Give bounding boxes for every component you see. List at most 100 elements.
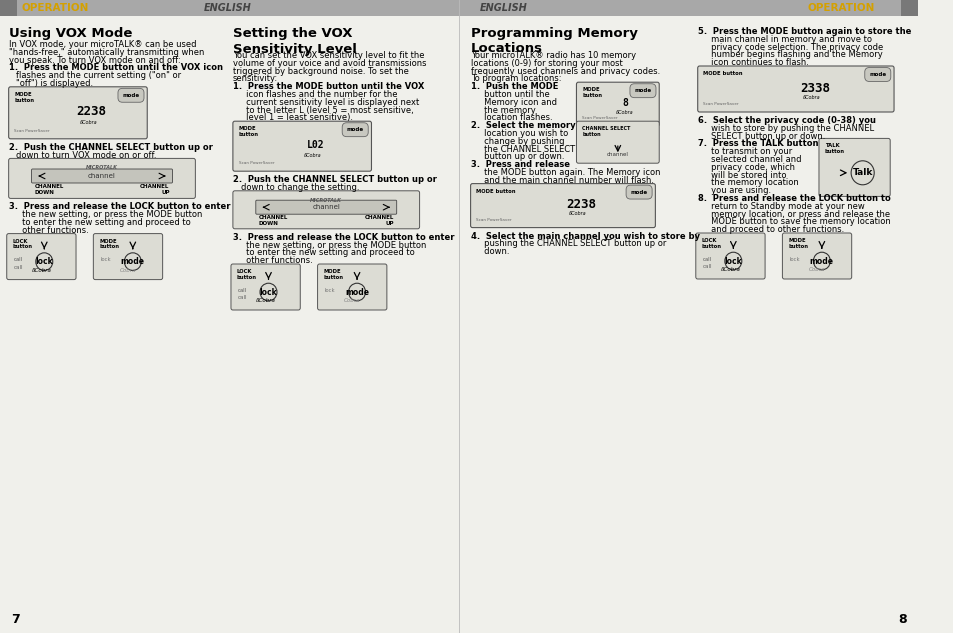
Text: location you wish to: location you wish to xyxy=(470,129,567,138)
Text: down to turn VOX mode on or off.: down to turn VOX mode on or off. xyxy=(16,151,156,160)
Text: LOCK
button: LOCK button xyxy=(700,238,720,249)
Text: wish to store by pushing the CHANNEL: wish to store by pushing the CHANNEL xyxy=(697,124,873,133)
FancyBboxPatch shape xyxy=(781,233,851,279)
Text: mode: mode xyxy=(345,287,369,296)
FancyBboxPatch shape xyxy=(818,139,889,196)
Text: MODE
button: MODE button xyxy=(787,238,807,249)
Text: level 1 = least sensitive).: level 1 = least sensitive). xyxy=(233,113,353,122)
Text: current sensitivity level is displayed next: current sensitivity level is displayed n… xyxy=(233,98,418,107)
Text: ßCobra: ßCobra xyxy=(304,153,321,158)
Text: CHANNEL
DOWN: CHANNEL DOWN xyxy=(258,215,288,226)
Text: 2238: 2238 xyxy=(565,198,596,211)
Text: CHANNEL
DOWN: CHANNEL DOWN xyxy=(34,184,64,195)
Text: MODE
button: MODE button xyxy=(581,87,601,98)
Text: memory location, or press and release the: memory location, or press and release th… xyxy=(697,210,889,218)
Text: MODE
button: MODE button xyxy=(323,269,343,280)
Text: 2338: 2338 xyxy=(800,82,829,95)
Text: ßCobra: ßCobra xyxy=(31,268,51,273)
Text: ßCobra: ßCobra xyxy=(615,110,632,115)
Text: down.: down. xyxy=(470,248,509,256)
Text: mode: mode xyxy=(868,72,885,77)
Text: frequently used channels and privacy codes.: frequently used channels and privacy cod… xyxy=(470,66,659,75)
Text: channel: channel xyxy=(312,204,340,210)
Text: 4.  Select the main channel you wish to store by: 4. Select the main channel you wish to s… xyxy=(470,232,699,241)
Text: you speak. To turn VOX mode on and off:: you speak. To turn VOX mode on and off: xyxy=(9,56,180,65)
Text: Scan PowerSaver: Scan PowerSaver xyxy=(581,116,618,120)
FancyBboxPatch shape xyxy=(695,233,764,279)
Text: CHANNEL
UP: CHANNEL UP xyxy=(364,215,394,226)
Text: lock: lock xyxy=(100,257,111,262)
Text: the memory: the memory xyxy=(470,106,535,115)
Text: mode: mode xyxy=(634,88,651,93)
Text: CHANNEL SELECT
button: CHANNEL SELECT button xyxy=(581,126,630,137)
Text: Memory icon and: Memory icon and xyxy=(470,98,556,107)
FancyBboxPatch shape xyxy=(233,121,371,171)
Text: MODE
button: MODE button xyxy=(14,92,34,103)
Text: 8: 8 xyxy=(897,613,905,626)
FancyBboxPatch shape xyxy=(576,82,659,126)
Text: change by pushing: change by pushing xyxy=(470,137,563,146)
Text: to the letter L (level 5 = most sensitive,: to the letter L (level 5 = most sensitiv… xyxy=(233,106,414,115)
Text: mode: mode xyxy=(346,127,363,132)
Text: Cobra: Cobra xyxy=(344,298,360,303)
Text: lock: lock xyxy=(259,287,277,296)
Text: call: call xyxy=(701,256,711,261)
Text: number begins flashing and the Memory: number begins flashing and the Memory xyxy=(697,51,882,60)
Text: and proceed to other functions.: and proceed to other functions. xyxy=(697,225,843,234)
Text: 5.  Press the MODE button again to store the: 5. Press the MODE button again to store … xyxy=(697,27,910,36)
FancyBboxPatch shape xyxy=(576,121,659,163)
Text: 1.  Press the MODE button until the VOX icon: 1. Press the MODE button until the VOX i… xyxy=(9,63,222,72)
Text: the memory location: the memory location xyxy=(697,179,798,187)
Text: ßCobra: ßCobra xyxy=(801,95,820,100)
Text: down to change the setting.: down to change the setting. xyxy=(240,183,358,192)
Text: 3.  Press and release: 3. Press and release xyxy=(470,160,569,169)
FancyBboxPatch shape xyxy=(31,169,172,183)
Text: 8: 8 xyxy=(622,98,628,108)
Text: to transmit on your: to transmit on your xyxy=(697,147,791,156)
Text: the new setting, or press the MODE button: the new setting, or press the MODE butto… xyxy=(9,210,202,219)
Text: the MODE button again. The Memory icon: the MODE button again. The Memory icon xyxy=(470,168,659,177)
FancyBboxPatch shape xyxy=(255,200,396,214)
FancyBboxPatch shape xyxy=(233,191,419,229)
Text: 6.  Select the privacy code (0-38) you: 6. Select the privacy code (0-38) you xyxy=(697,116,875,125)
Text: 2.  Push the CHANNEL SELECT button up or: 2. Push the CHANNEL SELECT button up or xyxy=(233,175,436,184)
Text: OPERATION: OPERATION xyxy=(806,3,874,13)
Text: Scan PowerSaver: Scan PowerSaver xyxy=(476,218,512,222)
Text: 1.  Press the MODE button until the VOX: 1. Press the MODE button until the VOX xyxy=(233,82,424,91)
Text: the new setting, or press the MODE button: the new setting, or press the MODE butto… xyxy=(233,241,426,249)
Text: Using VOX Mode: Using VOX Mode xyxy=(9,27,132,40)
Text: 7: 7 xyxy=(11,613,20,626)
FancyBboxPatch shape xyxy=(9,87,147,139)
Text: button up or down.: button up or down. xyxy=(470,153,563,161)
FancyBboxPatch shape xyxy=(93,234,162,280)
Text: Cobra: Cobra xyxy=(120,268,136,273)
Text: privacy code selection. The privacy code: privacy code selection. The privacy code xyxy=(697,42,882,52)
Text: other functions.: other functions. xyxy=(9,226,89,235)
Text: ENGLISH: ENGLISH xyxy=(204,3,252,13)
Text: volume of your voice and avoid transmissions: volume of your voice and avoid transmiss… xyxy=(233,59,426,68)
Text: selected channel and: selected channel and xyxy=(697,155,801,164)
Bar xyxy=(458,0,917,16)
Bar xyxy=(0,0,458,16)
Text: 8.  Press and release the LOCK button to: 8. Press and release the LOCK button to xyxy=(697,194,889,203)
Text: the CHANNEL SELECT: the CHANNEL SELECT xyxy=(470,144,574,154)
Text: ßCobra: ßCobra xyxy=(568,211,586,216)
Text: 7.  Press the TALK button: 7. Press the TALK button xyxy=(697,139,818,148)
Text: call: call xyxy=(237,296,247,301)
Text: 2238: 2238 xyxy=(76,105,107,118)
Text: sensitivity:: sensitivity: xyxy=(233,75,277,84)
Text: Programming Memory
Locations: Programming Memory Locations xyxy=(470,27,637,56)
Text: lock: lock xyxy=(788,256,799,261)
Text: Scan PowerSaver: Scan PowerSaver xyxy=(702,102,739,106)
Text: mode: mode xyxy=(122,93,139,98)
Text: MODE button to save the memory location: MODE button to save the memory location xyxy=(697,217,889,227)
Text: "off") is displayed.: "off") is displayed. xyxy=(16,79,93,88)
Text: "hands-free," automatically transmitting when: "hands-free," automatically transmitting… xyxy=(9,48,204,57)
Text: call: call xyxy=(237,287,247,292)
Text: 3.  Press and release the LOCK button to enter: 3. Press and release the LOCK button to … xyxy=(9,203,230,211)
Text: mode: mode xyxy=(630,190,647,194)
Text: SELECT button up or down.: SELECT button up or down. xyxy=(697,132,824,141)
Text: to enter the new setting and proceed to: to enter the new setting and proceed to xyxy=(9,218,191,227)
Text: to enter the new setting and proceed to: to enter the new setting and proceed to xyxy=(233,248,415,258)
Text: MODE
button: MODE button xyxy=(238,126,258,137)
